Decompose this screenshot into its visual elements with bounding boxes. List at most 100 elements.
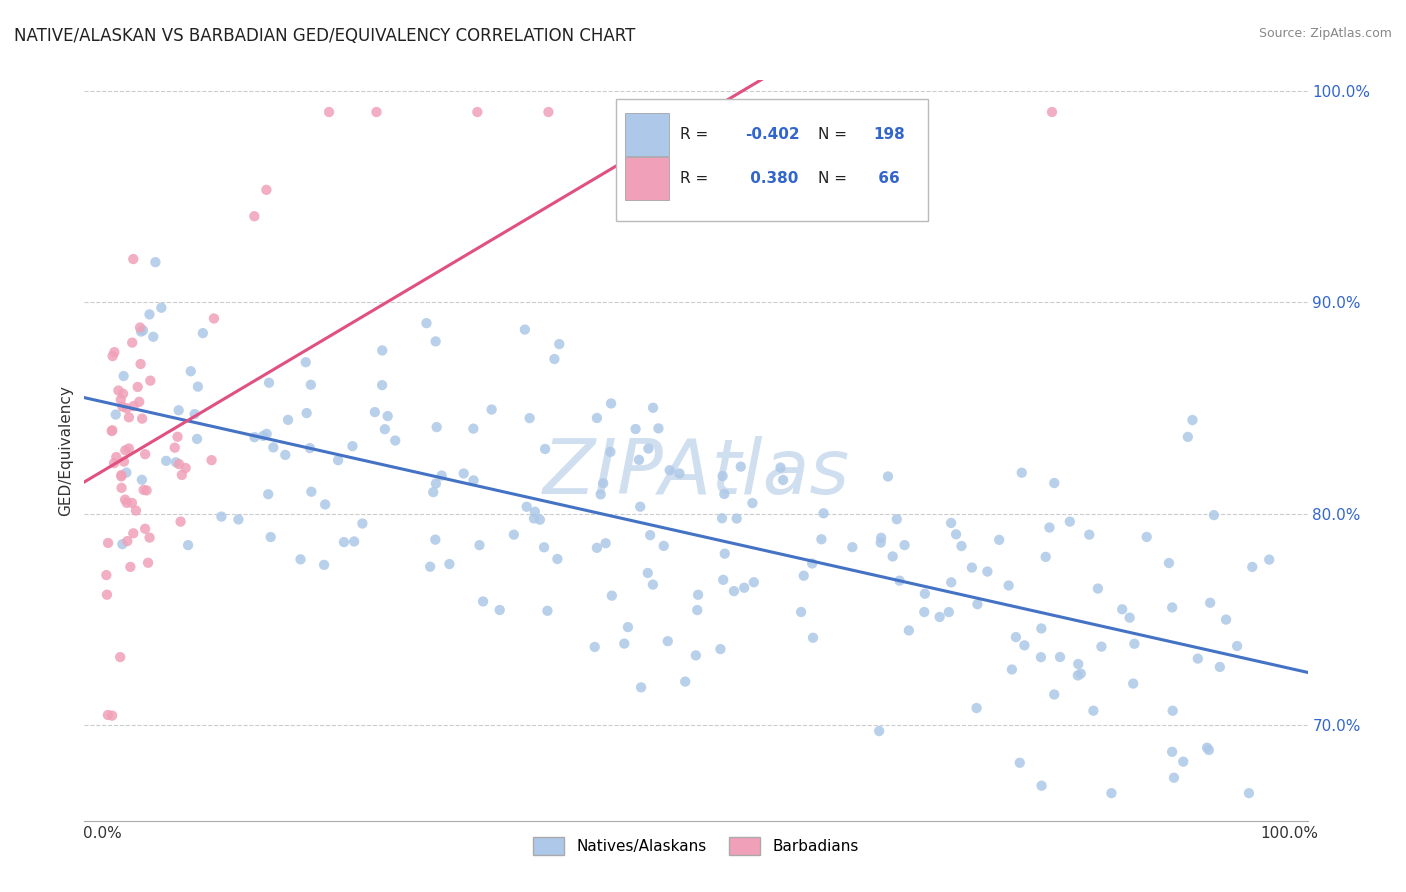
Point [673,674,696,689]
Point [543,351,565,366]
Point [200,453,222,467]
Point [384,434,406,448]
Point [599,445,621,459]
Point [115,496,138,510]
Point [342,439,364,453]
Point [107,384,129,398]
Point [142,330,165,344]
Point [886,512,908,526]
Point [1099,786,1122,800]
Point [425,334,447,349]
Point [129,325,152,339]
Text: -0.402: -0.402 [745,127,800,142]
Point [869,535,891,549]
Point [769,460,792,475]
Point [945,527,967,541]
Point [167,403,190,417]
Point [352,516,374,531]
Point [1209,660,1232,674]
Point [912,605,935,619]
Point [112,369,135,384]
Point [1111,602,1133,616]
Point [877,469,900,483]
Point [658,463,681,477]
Point [533,541,555,555]
Point [711,469,734,483]
Text: 198: 198 [873,127,905,142]
Point [1038,520,1060,534]
Point [100,424,122,438]
Point [103,345,125,359]
Point [1049,650,1071,665]
Point [1059,515,1081,529]
Point [1043,688,1066,702]
Point [122,252,145,266]
Point [548,337,571,351]
Point [772,473,794,487]
Point [813,105,835,120]
Point [294,355,316,369]
Point [711,573,734,587]
Point [1008,756,1031,770]
Point [713,487,735,501]
Point [150,301,173,315]
Point [169,515,191,529]
Point [112,454,135,468]
Point [114,443,136,458]
Point [186,432,208,446]
Point [914,587,936,601]
Point [463,422,485,436]
Point [638,528,661,542]
Point [583,640,606,654]
Point [134,522,156,536]
Point [1070,666,1092,681]
Point [997,578,1019,592]
Point [1215,613,1237,627]
Point [870,531,893,545]
Point [516,500,538,514]
Point [939,516,962,530]
Point [713,547,735,561]
Point [96,588,118,602]
Point [274,448,297,462]
Point [748,105,770,120]
Point [108,650,131,665]
Point [1198,743,1220,757]
Point [733,581,755,595]
Point [613,636,636,650]
Point [966,701,988,715]
Point [1241,560,1264,574]
Point [1199,596,1222,610]
Point [523,505,546,519]
Point [371,343,394,358]
Point [129,320,152,334]
Point [139,374,162,388]
Point [628,453,651,467]
Point [131,473,153,487]
Point [1031,779,1053,793]
Point [641,105,664,120]
Point [810,533,832,547]
Text: NATIVE/ALASKAN VS BARBADIAN GED/EQUIVALENCY CORRELATION CHART: NATIVE/ALASKAN VS BARBADIAN GED/EQUIVALE… [14,27,636,45]
Point [519,411,541,425]
Point [742,575,765,590]
Point [127,380,149,394]
Point [260,530,283,544]
Point [723,584,745,599]
Point [641,577,664,591]
Point [243,430,266,444]
Point [586,541,609,555]
Point [941,575,963,590]
Point [118,442,141,456]
Point [690,105,713,120]
Point [685,648,707,663]
Point [118,410,141,425]
Point [938,605,960,619]
Point [364,405,387,419]
Point [536,604,558,618]
Point [128,394,150,409]
Point [96,568,118,582]
Point [1123,637,1146,651]
Point [120,560,142,574]
Point [252,429,274,443]
